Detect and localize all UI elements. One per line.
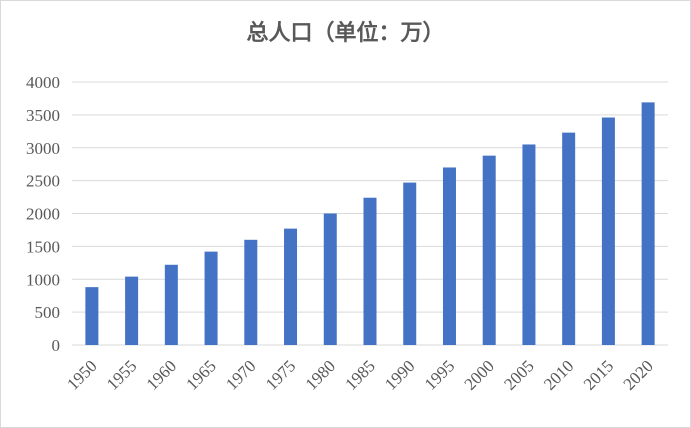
y-tick-label: 2000 [26,205,60,224]
bar-1960 [164,264,178,345]
y-tick-label: 4000 [26,73,60,92]
x-tick-label: 1995 [421,356,458,393]
bar-2000 [482,155,496,345]
y-axis-ticks: 0 500 1000 1500 2000 2500 3000 3500 4000 [26,73,60,355]
y-tick-label: 0 [52,336,61,355]
bar-2005 [522,144,536,345]
bar-1975 [284,228,298,345]
bar-1985 [363,197,377,345]
x-tick-label: 1960 [143,356,180,393]
bar-2015 [601,117,615,345]
x-tick-label: 1990 [381,356,418,393]
y-tick-label: 2500 [26,172,60,191]
x-tick-label: 2015 [580,356,617,393]
x-tick-label: 2000 [461,356,498,393]
bar-1990 [403,182,417,345]
x-tick-label: 2005 [500,356,537,393]
x-tick-label: 2010 [540,356,577,393]
y-tick-label: 500 [35,303,61,322]
bar-1980 [323,213,337,345]
x-tick-label: 2020 [619,356,656,393]
x-axis-ticks: 1950 1955 1960 1965 1970 1975 1980 1985 1990 1995… [63,356,657,393]
x-tick-label: 1970 [222,356,259,393]
bar-2010 [562,132,576,345]
chart-title: 总人口（单位：万） [246,21,445,46]
x-tick-label: 1950 [63,356,100,393]
x-tick-label: 1980 [302,356,339,393]
bar-2020 [641,102,655,345]
x-tick-label: 1965 [182,356,219,393]
y-tick-label: 3500 [26,106,60,125]
bars [85,102,655,345]
x-tick-label: 1975 [262,356,299,393]
x-tick-label: 1955 [103,356,140,393]
y-tick-label: 3000 [26,139,60,158]
bar-1950 [85,287,99,345]
y-tick-label: 1500 [26,237,60,256]
bar-1965 [204,251,218,345]
x-tick-label: 1985 [341,356,378,393]
y-tick-label: 1000 [26,270,60,289]
bar-1955 [125,276,139,345]
bar-1995 [442,167,456,345]
bar-1970 [244,239,258,345]
